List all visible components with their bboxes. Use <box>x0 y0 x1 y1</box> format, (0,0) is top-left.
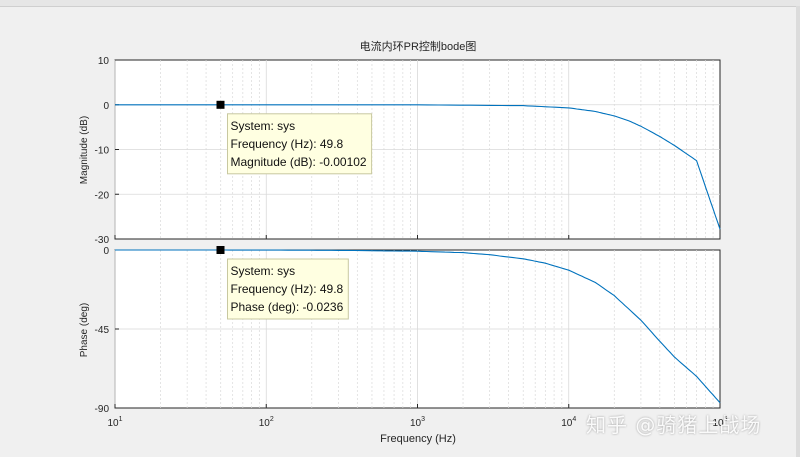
phase-datatip-line: Phase (deg): -0.0236 <box>231 300 344 314</box>
chart-title: 电流内环PR控制bode图 <box>360 39 477 53</box>
x-tick-label: 105 <box>712 416 727 429</box>
magnitude-datatip-box <box>227 113 373 175</box>
magnitude-y-tick-label: 0 <box>103 101 109 112</box>
x-tick-label: 104 <box>561 416 576 429</box>
phase-y-tick-label: -90 <box>95 404 110 415</box>
magnitude-y-tick-label: 10 <box>98 56 110 67</box>
watermark: 知乎 @骑猪上战场 <box>586 413 762 437</box>
x-axis-label: Frequency (Hz) <box>380 433 456 445</box>
magnitude-axes[interactable]: 10 0 -10 -20 -30 System: sys Frequency (Hz):… <box>79 56 721 246</box>
magnitude-datatip-line: Magnitude (dB): -0.00102 <box>231 155 367 169</box>
frequency-x-ticks: 101 102 103 104 105 <box>107 235 728 429</box>
phase-datatip-marker[interactable] <box>216 246 225 254</box>
phase-datatip[interactable]: System: sys Frequency (Hz): 49.8 Phase (… <box>227 258 349 320</box>
magnitude-y-axis-label: Magnitude (dB) <box>79 116 90 184</box>
magnitude-y-tick-label: -30 <box>95 235 110 246</box>
x-tick-label: 101 <box>107 416 122 429</box>
window-top-bar <box>0 0 800 7</box>
x-tick-label: 103 <box>410 416 425 429</box>
magnitude-datatip-marker[interactable] <box>216 100 225 109</box>
magnitude-y-tick-label: -10 <box>95 146 110 157</box>
phase-curve <box>115 249 721 404</box>
phase-axes[interactable]: 0 -45 -90 System: sys Frequency (Hz): 49.8… <box>79 246 721 415</box>
magnitude-curve <box>115 104 721 230</box>
phase-datatip-box <box>227 258 349 320</box>
phase-y-axis-label: Phase (deg) <box>79 303 90 357</box>
phase-datatip-line: System: sys <box>231 264 296 278</box>
magnitude-datatip-line: System: sys <box>231 119 296 133</box>
phase-y-tick-label: -45 <box>95 325 110 336</box>
phase-y-tick-label: 0 <box>103 246 109 257</box>
phase-datatip-line: Frequency (Hz): 49.8 <box>231 282 344 296</box>
magnitude-datatip[interactable]: System: sys Frequency (Hz): 49.8 Magnitu… <box>227 113 373 175</box>
magnitude-y-tick-label: -20 <box>95 190 110 201</box>
window-right-edge <box>796 6 800 457</box>
x-tick-label: 102 <box>259 416 274 429</box>
magnitude-datatip-line: Frequency (Hz): 49.8 <box>231 137 344 151</box>
